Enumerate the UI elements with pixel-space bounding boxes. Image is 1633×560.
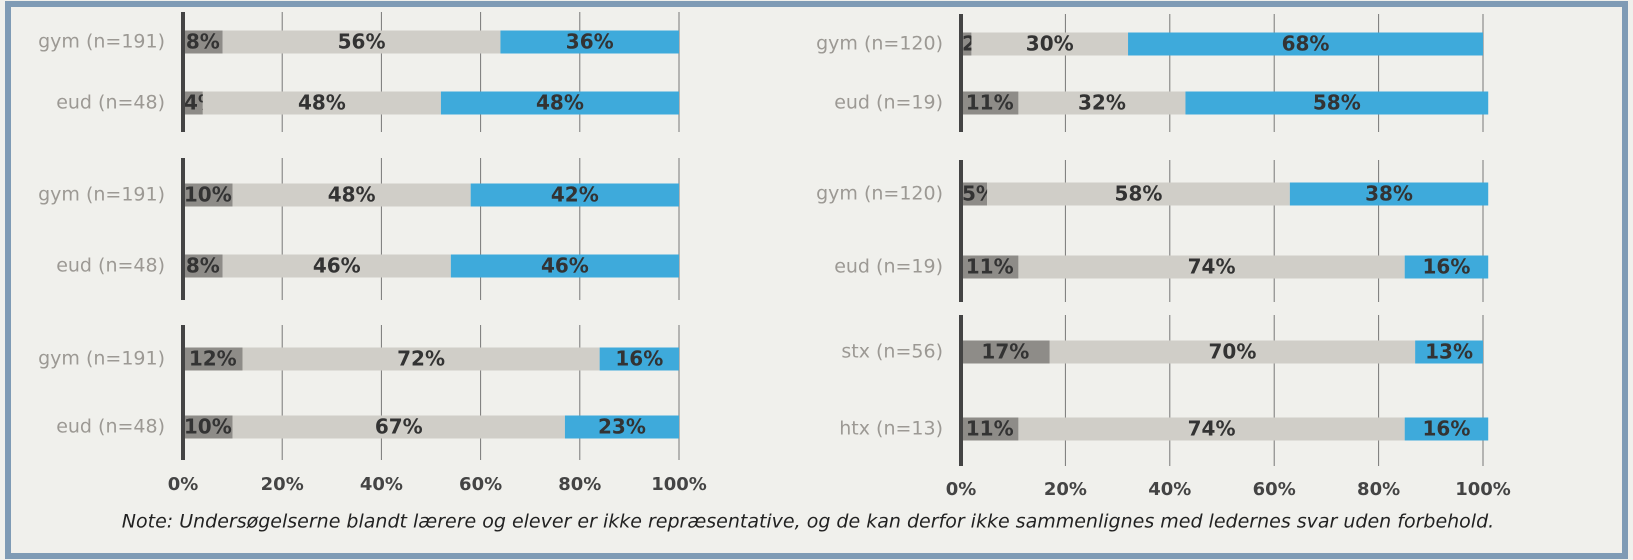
bar-segment [1128,32,1483,56]
value-label: 12% [189,347,237,371]
bar-segment [961,340,1050,364]
bar-segment [440,91,679,115]
bar-segment [183,30,223,54]
value-label: 42% [551,183,599,207]
bar-segment [500,30,679,54]
value-label: 48% [536,91,584,115]
value-label: 23% [598,415,646,439]
bar-segment [564,415,679,439]
value-label: 68% [1282,32,1330,56]
bar-segment [971,32,1129,56]
category-label: eud (n=48) [56,416,165,438]
x-tick-label: 20% [261,474,304,495]
x-tick-label: 40% [1148,479,1191,500]
value-label: 11% [966,91,1014,115]
bar-segment [961,32,972,56]
x-tick-label: 60% [459,474,502,495]
bar-segment [961,182,988,206]
bar-segment [183,347,243,371]
bar-segment [599,347,679,371]
value-label: 8% [186,254,220,278]
x-tick-label: 40% [360,474,403,495]
value-label: 16% [615,347,663,371]
bar-segment [183,183,233,207]
bar-segment [232,183,471,207]
value-label: 16% [1423,417,1471,441]
category-label: gym (n=120) [816,33,943,55]
value-label: 46% [541,254,589,278]
bar-segment [1404,255,1489,279]
x-tick-label: 100% [1455,479,1511,500]
value-label: 58% [1313,91,1361,115]
value-label: 30% [1026,32,1074,56]
bar-segment [470,183,679,207]
category-label: eud (n=19) [834,92,943,114]
bar-segment [961,417,1019,441]
bar-segment [1018,255,1405,279]
value-label: 74% [1188,255,1236,279]
bar-segment [961,255,1019,279]
category-label: gym (n=191) [38,348,165,370]
category-label: eud (n=48) [56,255,165,277]
value-label: 56% [338,30,386,54]
frame [5,1,1628,559]
value-label: 11% [966,417,1014,441]
value-label: 10% [184,415,232,439]
bar-segment [202,91,441,115]
category-label: stx (n=56) [841,341,943,363]
bar-segment [1404,417,1489,441]
category-label: eud (n=19) [834,256,943,278]
value-label: 10% [184,183,232,207]
value-label: 11% [966,255,1014,279]
value-label: 72% [397,347,445,371]
x-tick-label: 20% [1044,479,1087,500]
bar-segment [242,347,600,371]
bar-segment [961,91,1019,115]
bar-segment [1289,182,1489,206]
bar-segment [222,254,451,278]
bar-segment [183,415,233,439]
category-label: gym (n=120) [816,183,943,205]
x-tick-label: 60% [1253,479,1296,500]
value-label: 67% [375,415,423,439]
bar-segment [1018,91,1186,115]
value-label: 48% [328,183,376,207]
bar-segment [232,415,565,439]
value-label: 48% [298,91,346,115]
value-label: 46% [313,254,361,278]
bar-segment [1185,91,1489,115]
value-label: 36% [566,30,614,54]
bar-segment [183,254,223,278]
category-label: gym (n=191) [38,184,165,206]
x-tick-label: 0% [168,474,199,495]
bar-segment [1049,340,1416,364]
bar-segment [183,91,203,115]
x-tick-label: 80% [558,474,601,495]
category-label: htx (n=13) [839,418,943,440]
note: Note: Undersøgelserne blandt lærere og e… [122,511,1494,533]
x-tick-label: 0% [946,479,977,500]
value-label: 70% [1209,340,1257,364]
bar-segment [1018,417,1405,441]
x-tick-label: 100% [651,474,707,495]
value-label: 74% [1188,417,1236,441]
bar-segment [1415,340,1483,364]
x-tick-label: 80% [1357,479,1400,500]
category-label: gym (n=191) [38,31,165,53]
value-label: 16% [1423,255,1471,279]
value-label: 8% [186,30,220,54]
category-label: eud (n=48) [56,92,165,114]
bar-segment [222,30,501,54]
value-label: 17% [981,340,1029,364]
value-label: 38% [1365,182,1413,206]
value-label: 32% [1078,91,1126,115]
value-label: 58% [1115,182,1163,206]
bar-segment [987,182,1290,206]
bar-segment [450,254,679,278]
value-label: 13% [1425,340,1473,364]
